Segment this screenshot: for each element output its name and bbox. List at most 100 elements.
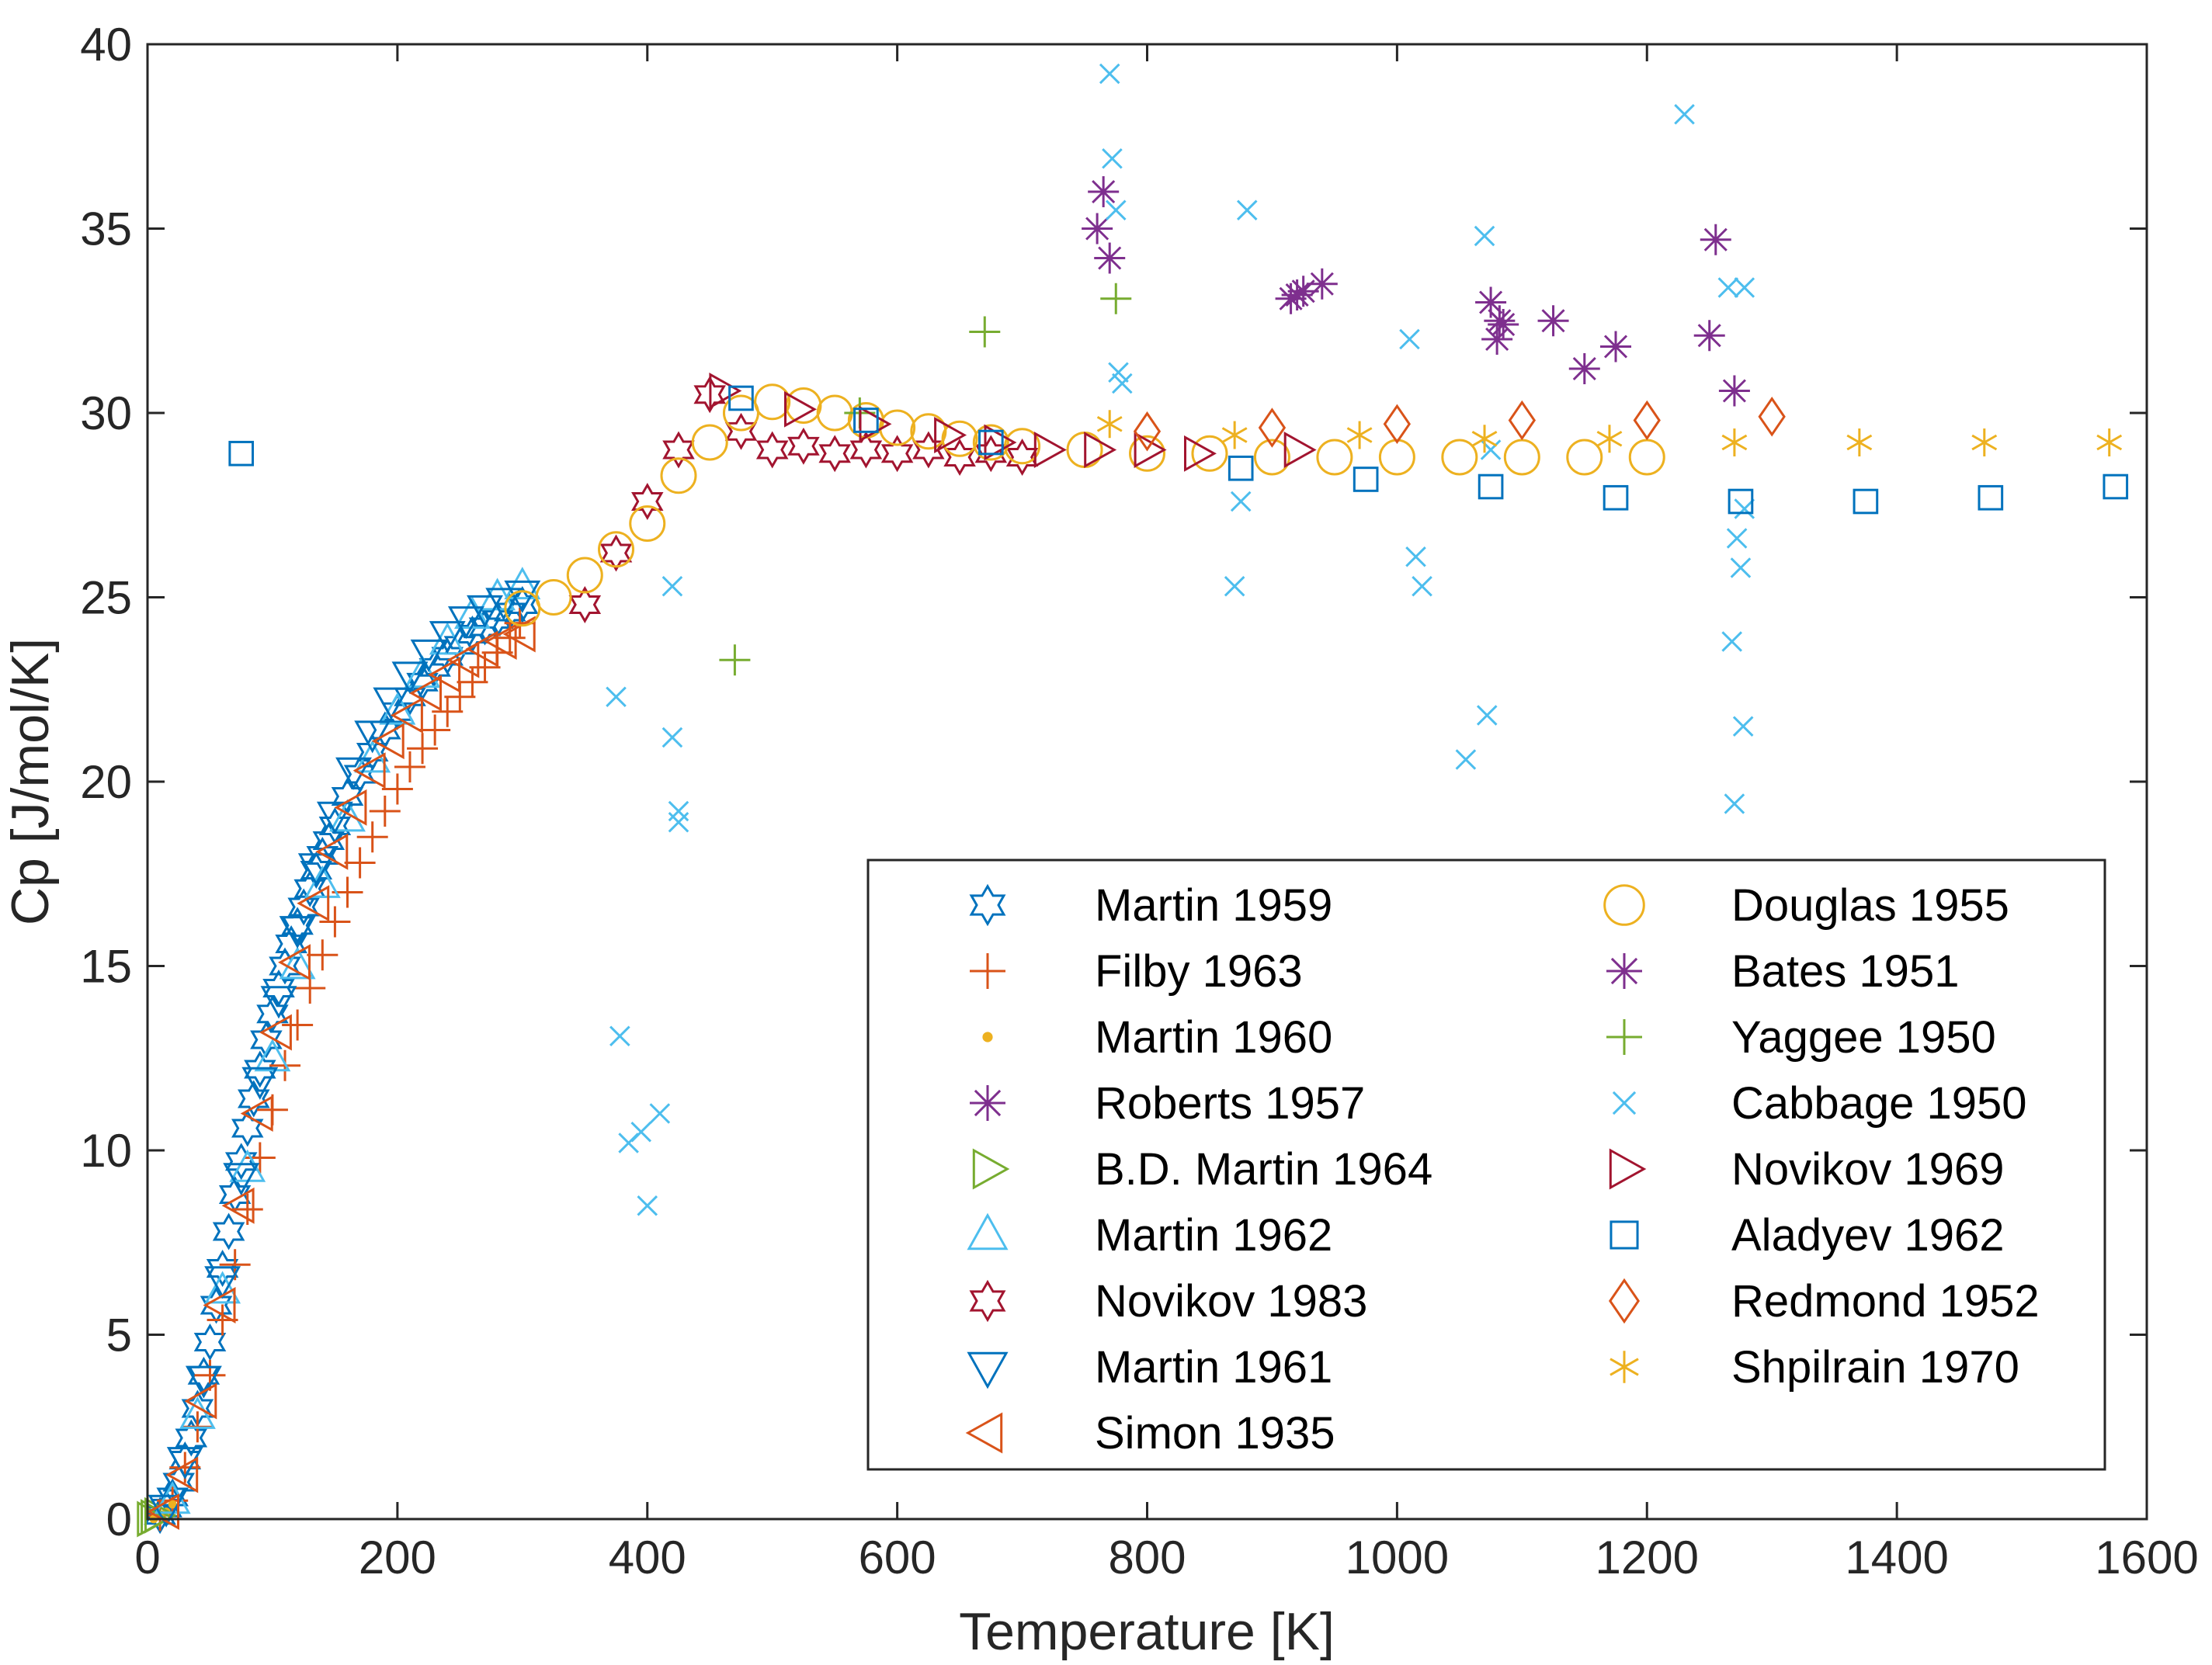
x-tick-label: 1200 xyxy=(1596,1531,1699,1583)
data-point xyxy=(300,852,333,889)
legend-label: Martin 1960 xyxy=(1095,1012,1332,1063)
data-point xyxy=(1732,716,1754,737)
data-point xyxy=(307,939,339,971)
x-tick-label: 200 xyxy=(359,1531,436,1583)
data-point xyxy=(166,1447,203,1480)
data-point xyxy=(1758,396,1786,437)
legend-marker xyxy=(1610,1220,1639,1250)
data-point xyxy=(1724,793,1745,814)
data-point xyxy=(407,733,439,765)
data-point xyxy=(185,1365,222,1399)
legend-marker xyxy=(1612,1091,1637,1115)
data-point xyxy=(279,916,316,949)
legend-label: Novikov 1983 xyxy=(1095,1276,1367,1327)
data-point xyxy=(566,557,603,594)
data-point xyxy=(1275,283,1307,314)
data-point xyxy=(1102,147,1123,169)
data-point xyxy=(1221,421,1248,449)
data-point xyxy=(693,376,726,414)
data-point xyxy=(485,588,523,621)
data-point xyxy=(1134,432,1167,468)
data-point xyxy=(1718,375,1750,407)
legend-marker xyxy=(970,953,1005,989)
y-tick-label: 30 xyxy=(80,387,132,439)
data-point xyxy=(787,427,820,465)
data-point xyxy=(432,695,464,727)
data-point xyxy=(818,435,851,473)
data-point xyxy=(984,424,1017,461)
legend-marker xyxy=(967,1212,1009,1250)
data-point xyxy=(184,1382,217,1420)
data-point xyxy=(1096,410,1123,439)
data-point xyxy=(631,482,664,521)
legend-marker xyxy=(1608,1278,1641,1324)
legend-marker xyxy=(1606,953,1642,989)
data-point xyxy=(316,801,353,834)
legend-marker xyxy=(1606,1019,1642,1055)
data-point xyxy=(206,1250,239,1287)
data-point xyxy=(148,1494,185,1528)
data-point xyxy=(1099,63,1120,85)
data-point xyxy=(504,580,541,613)
data-point xyxy=(662,575,683,597)
data-point xyxy=(244,1050,276,1088)
data-point xyxy=(279,946,316,980)
data-point xyxy=(1088,176,1120,207)
data-point xyxy=(1230,491,1252,512)
data-point xyxy=(200,1286,233,1324)
legend-box xyxy=(866,859,2106,1471)
data-point xyxy=(719,644,751,676)
data-point xyxy=(221,1187,255,1224)
y-axis-label: Cp [J/mol/K] xyxy=(1,638,60,925)
legend-label: Martin 1959 xyxy=(1095,880,1332,931)
data-point xyxy=(204,1266,241,1299)
data-point xyxy=(165,1456,199,1493)
data-point xyxy=(260,986,297,1019)
data-point xyxy=(394,751,425,782)
series-novikov-1969 xyxy=(709,373,1317,472)
data-point xyxy=(297,885,330,922)
data-point xyxy=(1281,279,1313,310)
data-point xyxy=(1191,435,1228,472)
data-point xyxy=(691,424,728,461)
data-point xyxy=(1693,320,1725,352)
data-point xyxy=(319,906,351,938)
legend-marker xyxy=(969,883,1006,927)
data-point xyxy=(369,796,401,827)
x-axis-label: Temperature [K] xyxy=(959,1602,1335,1661)
y-tick-label: 25 xyxy=(80,572,132,624)
legend-label: Filby 1963 xyxy=(1095,946,1303,997)
data-point xyxy=(849,431,883,469)
data-point xyxy=(1633,400,1661,441)
data-point xyxy=(1596,425,1623,453)
legend-label: Shpilrain 1970 xyxy=(1731,1342,2019,1393)
data-point xyxy=(469,651,501,683)
data-point xyxy=(254,1039,291,1072)
data-point xyxy=(1353,467,1379,492)
data-point xyxy=(1346,421,1373,449)
data-point xyxy=(1306,268,1338,300)
data-point xyxy=(231,1109,264,1147)
series-cabbage-1950 xyxy=(606,63,1755,1216)
data-point xyxy=(262,970,295,1007)
data-point xyxy=(224,1143,258,1181)
data-point xyxy=(1383,404,1412,445)
legend-label: B.D. Martin 1964 xyxy=(1095,1144,1432,1195)
data-point xyxy=(2103,473,2129,500)
data-point xyxy=(1283,432,1317,468)
data-point xyxy=(259,1014,292,1051)
data-point xyxy=(504,567,541,600)
data-point xyxy=(1734,277,1755,298)
series-redmond-1952 xyxy=(1133,396,1786,452)
data-point xyxy=(1730,557,1752,578)
data-point xyxy=(630,1121,652,1143)
data-point xyxy=(484,623,517,660)
legend-label: Novikov 1969 xyxy=(1731,1144,2004,1195)
data-point xyxy=(1287,276,1319,307)
data-point xyxy=(429,621,466,654)
data-point xyxy=(179,1396,216,1429)
data-point xyxy=(315,833,349,870)
data-point xyxy=(606,686,627,708)
data-point xyxy=(660,457,697,494)
data-point xyxy=(934,417,967,453)
